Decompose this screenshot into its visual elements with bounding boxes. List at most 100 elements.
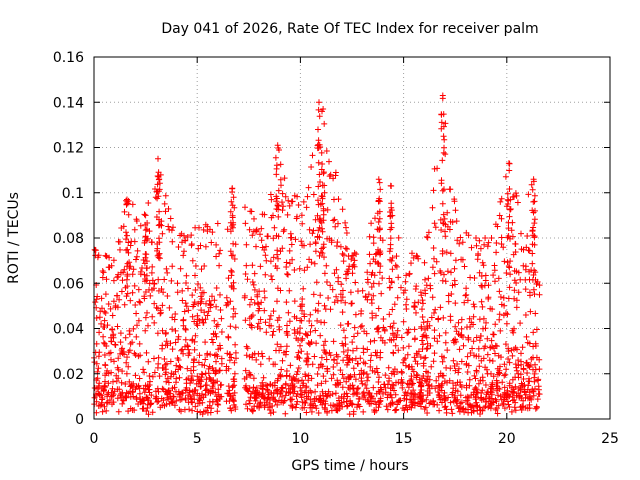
data-point — [493, 387, 500, 394]
data-point — [195, 245, 202, 252]
data-point — [528, 396, 535, 403]
data-point — [339, 250, 346, 257]
data-point — [195, 376, 202, 383]
data-point — [198, 266, 205, 273]
data-point — [395, 274, 402, 281]
y-axis-label: ROTI / TECUs — [6, 192, 22, 284]
data-point — [133, 216, 140, 223]
data-point — [288, 402, 295, 409]
data-point — [439, 248, 446, 254]
data-point — [110, 391, 117, 398]
data-point — [282, 351, 289, 358]
data-point — [386, 311, 393, 318]
data-point — [250, 281, 257, 288]
data-point — [143, 226, 150, 233]
data-point — [140, 397, 147, 404]
data-point — [345, 320, 352, 327]
data-point — [164, 390, 170, 397]
data-point — [503, 320, 510, 327]
data-point — [229, 214, 236, 221]
data-point — [419, 346, 426, 352]
data-point — [243, 386, 250, 393]
data-point — [330, 371, 337, 378]
data-point — [113, 372, 120, 379]
data-point — [192, 287, 199, 293]
data-point — [479, 259, 486, 266]
data-point — [445, 298, 452, 305]
data-point — [145, 386, 152, 393]
data-point — [494, 379, 501, 386]
x-tick-label: 5 — [193, 431, 202, 447]
data-point — [204, 228, 211, 235]
data-point — [490, 331, 497, 338]
data-point — [340, 375, 347, 382]
data-point — [398, 376, 405, 383]
data-point — [166, 304, 173, 311]
data-point — [159, 302, 166, 309]
data-point — [517, 320, 524, 327]
data-point — [119, 400, 126, 407]
data-point — [115, 271, 122, 278]
data-point — [520, 376, 527, 382]
data-point — [490, 272, 497, 279]
data-point — [197, 300, 204, 307]
data-point — [377, 235, 384, 241]
data-point — [229, 202, 236, 209]
data-point — [431, 327, 438, 334]
data-point — [153, 304, 160, 311]
data-point — [275, 187, 282, 194]
data-point — [464, 397, 471, 404]
data-point — [205, 308, 212, 315]
data-point — [127, 340, 134, 347]
data-point — [518, 246, 525, 253]
data-point — [142, 314, 149, 321]
data-point — [440, 314, 447, 321]
data-point — [247, 208, 254, 215]
data-point — [529, 260, 536, 267]
data-point — [398, 334, 405, 341]
data-point — [431, 220, 438, 227]
data-point — [526, 268, 533, 275]
data-point — [181, 232, 187, 239]
data-point — [266, 355, 273, 362]
data-point — [286, 247, 293, 254]
data-point — [185, 352, 192, 359]
data-point — [274, 202, 281, 209]
data-point — [454, 388, 461, 395]
data-point — [314, 317, 321, 324]
data-point — [312, 240, 319, 247]
data-point — [498, 234, 505, 241]
data-point — [304, 193, 311, 200]
data-point — [179, 389, 185, 396]
data-point — [179, 287, 186, 294]
data-point — [342, 334, 349, 341]
data-point — [171, 384, 178, 391]
data-point — [482, 272, 489, 279]
data-point — [172, 327, 179, 334]
data-point — [197, 409, 204, 416]
data-point — [333, 243, 340, 249]
data-point — [159, 402, 166, 409]
data-point — [230, 252, 236, 259]
data-point — [408, 260, 414, 267]
data-point — [230, 305, 237, 312]
data-point — [318, 354, 325, 361]
data-point — [202, 382, 209, 389]
data-point — [299, 335, 306, 342]
data-point — [445, 292, 452, 299]
data-point — [347, 397, 354, 404]
data-point — [100, 324, 107, 330]
data-point — [312, 327, 319, 334]
data-point — [251, 403, 258, 410]
data-point — [324, 206, 331, 213]
data-point — [452, 323, 459, 330]
data-point — [420, 319, 427, 326]
data-point — [442, 151, 449, 158]
data-point — [202, 356, 209, 363]
data-point — [351, 257, 358, 264]
data-point — [112, 342, 119, 348]
data-point — [452, 257, 459, 264]
data-point — [360, 349, 367, 356]
data-point — [286, 373, 293, 380]
data-point — [207, 301, 214, 308]
